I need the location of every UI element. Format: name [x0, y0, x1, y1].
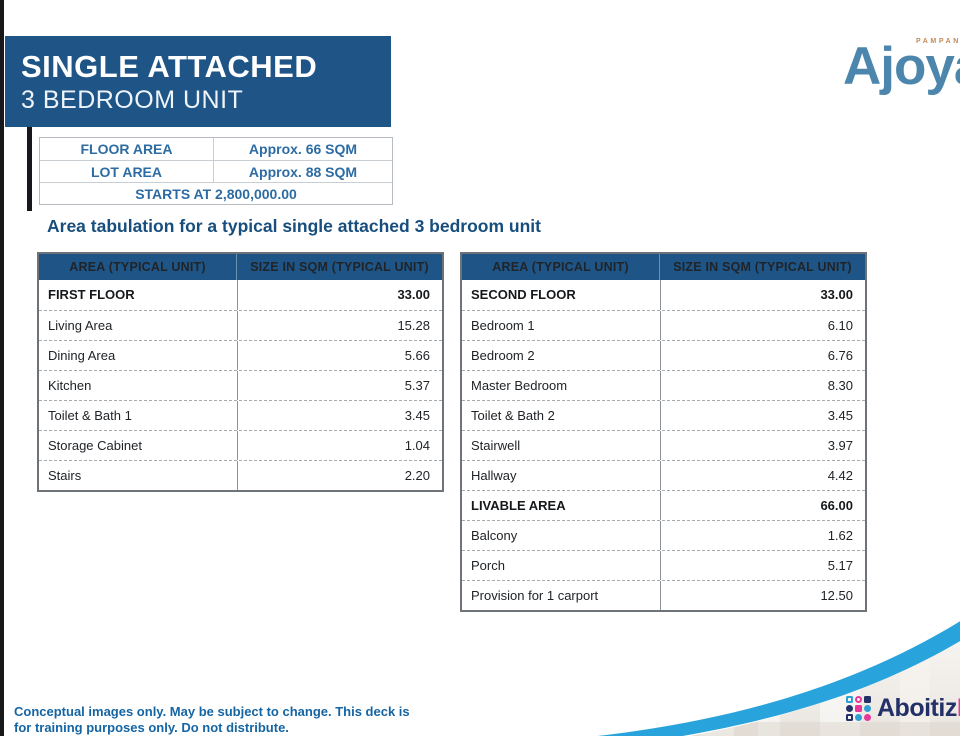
table-header-row: AREA (TYPICAL UNIT) SIZE IN SQM (TYPICAL… — [39, 254, 442, 280]
ajoya-tagline: PAMPANGA — [916, 38, 960, 45]
price-text: STARTS AT 2,800,000.00 — [135, 186, 297, 202]
area-size: 33.00 — [660, 280, 865, 310]
area-name: Toilet & Bath 2 — [471, 408, 555, 423]
logo-dot — [864, 714, 871, 721]
table-header-row: AREA (TYPICAL UNIT) SIZE IN SQM (TYPICAL… — [462, 254, 865, 280]
column-header-size: SIZE IN SQM (TYPICAL UNIT) — [673, 260, 852, 274]
area-table-row: LIVABLE AREA 66.00 — [462, 490, 865, 520]
area-name: Bedroom 2 — [471, 348, 535, 363]
spec-row-price: STARTS AT 2,800,000.00 — [40, 182, 392, 204]
area-size: 5.17 — [660, 551, 865, 580]
area-table-row: Stairs 2.20 — [39, 460, 442, 490]
area-table-row: Bedroom 2 6.76 — [462, 340, 865, 370]
logo-dot — [855, 714, 862, 721]
area-name: LIVABLE AREA — [471, 498, 566, 513]
area-table-row: Porch 5.17 — [462, 550, 865, 580]
area-size: 5.37 — [237, 371, 442, 400]
column-header-area: AREA (TYPICAL UNIT) — [39, 254, 237, 280]
page-subtitle: 3 BEDROOM UNIT — [21, 85, 244, 114]
area-table-row: SECOND FLOOR 33.00 — [462, 280, 865, 310]
logo-dot — [846, 714, 853, 721]
area-table-row: FIRST FLOOR 33.00 — [39, 280, 442, 310]
area-size: 15.28 — [237, 311, 442, 340]
spec-row-lot-area: LOT AREA Approx. 88 SQM — [40, 160, 392, 182]
area-name: Hallway — [471, 468, 517, 483]
spec-label: LOT AREA — [40, 161, 214, 182]
logo-dot — [846, 696, 853, 703]
ajoya-wordmark: Ajoya — [843, 37, 960, 96]
area-size: 66.00 — [660, 491, 865, 520]
area-size: 6.10 — [660, 311, 865, 340]
area-size: 6.76 — [660, 341, 865, 370]
disclaimer-text: Conceptual images only. May be subject t… — [14, 704, 410, 736]
logo-dot — [864, 696, 871, 703]
area-name: Provision for 1 carport — [471, 588, 599, 603]
area-name: Living Area — [48, 318, 113, 333]
area-name: SECOND FLOOR — [471, 287, 576, 302]
spec-value: Approx. 88 SQM — [248, 164, 358, 180]
unit-spec-table: FLOOR AREA Approx. 66 SQM LOT AREA Appro… — [39, 137, 393, 205]
area-table-row: Bedroom 1 6.10 — [462, 310, 865, 340]
area-size: 1.62 — [660, 521, 865, 550]
column-header-size: SIZE IN SQM (TYPICAL UNIT) — [250, 260, 429, 274]
area-table-first-floor: AREA (TYPICAL UNIT) SIZE IN SQM (TYPICAL… — [37, 252, 444, 492]
logo-dot — [855, 705, 862, 712]
spec-value: Approx. 66 SQM — [248, 141, 358, 157]
area-name: Toilet & Bath 1 — [48, 408, 132, 423]
area-table-row: Hallway 4.42 — [462, 460, 865, 490]
column-header-area: AREA (TYPICAL UNIT) — [462, 254, 660, 280]
area-size: 4.42 — [660, 461, 865, 490]
logo-dot — [846, 705, 853, 712]
area-size: 3.45 — [660, 401, 865, 430]
area-table-row: Toilet & Bath 2 3.45 — [462, 400, 865, 430]
area-name: Bedroom 1 — [471, 318, 535, 333]
area-name: Balcony — [471, 528, 518, 543]
left-edge-line — [0, 0, 4, 736]
title-block: SINGLE ATTACHED 3 BEDROOM UNIT — [5, 36, 391, 127]
area-table-row: Master Bedroom 8.30 — [462, 370, 865, 400]
logo-dot — [855, 696, 862, 703]
area-table-row: Storage Cabinet 1.04 — [39, 430, 442, 460]
disclaimer-line: Conceptual images only. May be subject t… — [14, 704, 410, 719]
area-name: Stairwell — [471, 438, 521, 453]
area-name: Storage Cabinet — [48, 438, 142, 453]
area-name: Dining Area — [48, 348, 116, 363]
spec-label: FLOOR AREA — [40, 138, 214, 160]
area-table-row: Kitchen 5.37 — [39, 370, 442, 400]
area-size: 33.00 — [237, 280, 442, 310]
spec-row-floor-area: FLOOR AREA Approx. 66 SQM — [40, 138, 392, 160]
aboitizland-wordmark: AboitizLand — [877, 694, 960, 722]
area-table-row: Balcony 1.62 — [462, 520, 865, 550]
title-accent-bar — [27, 127, 32, 211]
disclaimer-line: for training purposes only. Do not distr… — [14, 720, 289, 735]
area-size: 3.45 — [237, 401, 442, 430]
aboitizland-logo: AboitizLand — [846, 694, 960, 723]
area-table-row: Living Area 15.28 — [39, 310, 442, 340]
ajoya-logo: PAMPANGA Ajoya — [843, 30, 960, 110]
area-table-row: Provision for 1 carport 12.50 — [462, 580, 865, 610]
aboitizland-logo-mark — [846, 696, 871, 721]
area-name: Stairs — [48, 468, 82, 483]
logo-dot — [864, 705, 871, 712]
area-name: Kitchen — [48, 378, 92, 393]
area-table-row: Dining Area 5.66 — [39, 340, 442, 370]
area-size: 5.66 — [237, 341, 442, 370]
area-size: 12.50 — [660, 581, 865, 610]
area-name: Porch — [471, 558, 505, 573]
area-size: 8.30 — [660, 371, 865, 400]
area-table-second-floor: AREA (TYPICAL UNIT) SIZE IN SQM (TYPICAL… — [460, 252, 867, 612]
area-size: 3.97 — [660, 431, 865, 460]
section-heading: Area tabulation for a typical single att… — [47, 216, 541, 236]
area-name: Master Bedroom — [471, 378, 568, 393]
area-table-row: Toilet & Bath 1 3.45 — [39, 400, 442, 430]
area-table-row: Stairwell 3.97 — [462, 430, 865, 460]
area-size: 1.04 — [237, 431, 442, 460]
page-title: SINGLE ATTACHED — [21, 48, 318, 84]
area-name: FIRST FLOOR — [48, 287, 135, 302]
area-size: 2.20 — [237, 461, 442, 490]
